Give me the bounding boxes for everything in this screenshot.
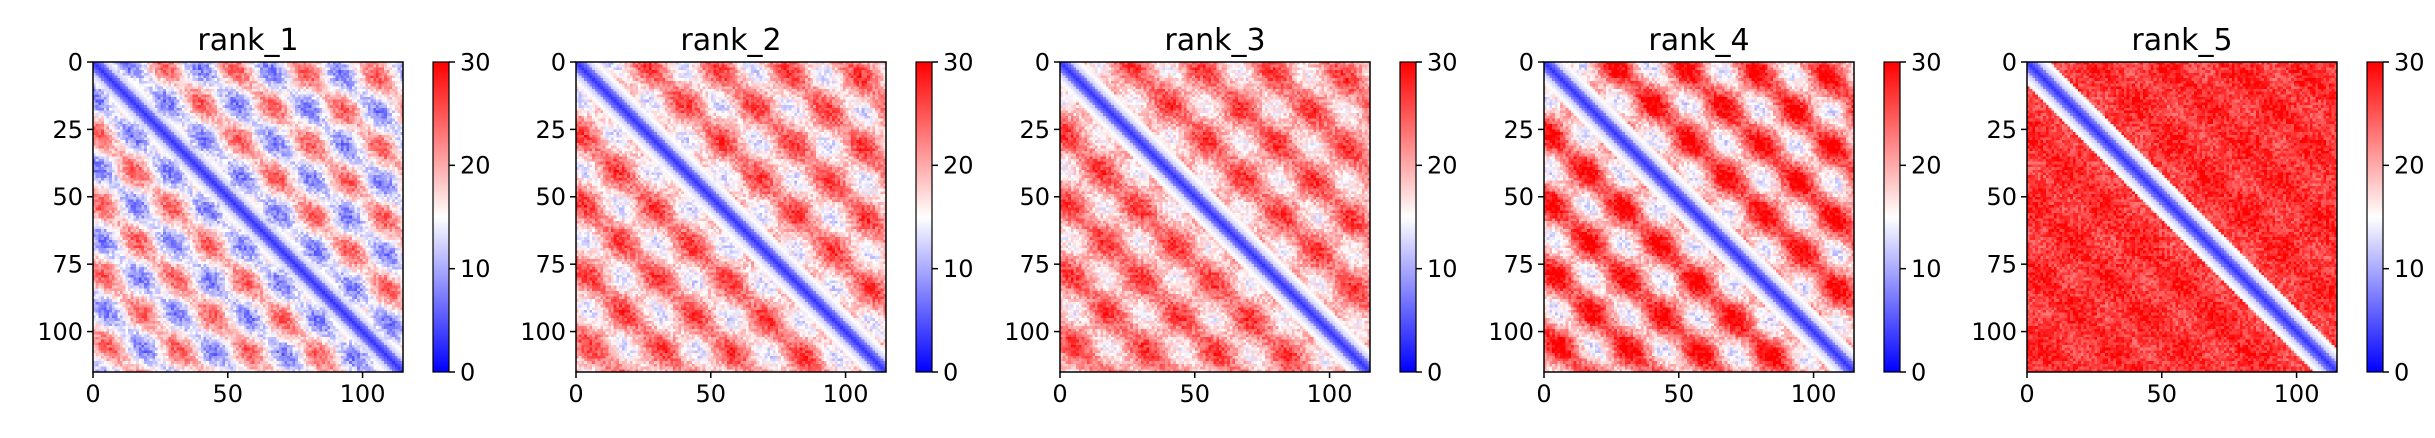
y-tick-label: 25	[1986, 116, 2017, 144]
y-tick-label: 100	[1004, 318, 1050, 346]
colorbar-tick-label: 30	[943, 48, 974, 76]
colorbar-tick-label: 0	[1911, 358, 1926, 386]
panel-3: rank_3 0 50 100 0 25 50 75 100 0 10 20 30	[1004, 23, 1457, 408]
x-tick-label: 0	[568, 380, 583, 408]
chart-title: rank_3	[1164, 23, 1265, 58]
y-tick-label: 75	[1986, 251, 2017, 279]
y-tick-label: 75	[535, 251, 566, 279]
colorbar-tick-label: 30	[1911, 48, 1942, 76]
y-tick-label: 50	[1503, 183, 1534, 211]
colorbar-tick-label: 30	[2394, 48, 2425, 76]
colorbar	[1883, 61, 1901, 373]
colorbar	[1399, 61, 1417, 373]
x-tick-label: 100	[1307, 380, 1353, 408]
x-tick-label: 50	[1664, 380, 1695, 408]
axes-frame	[575, 61, 887, 373]
y-tick-label: 50	[535, 183, 566, 211]
y-tick-label: 75	[52, 251, 83, 279]
y-tick-label: 0	[2002, 48, 2017, 76]
chart-title: rank_5	[2131, 23, 2232, 58]
x-tick-label: 50	[2147, 380, 2178, 408]
colorbar-tick-label: 30	[1427, 48, 1458, 76]
y-tick-label: 25	[1019, 116, 1050, 144]
colorbar-tick-label: 20	[943, 152, 974, 180]
y-tick-label: 100	[520, 318, 566, 346]
panel-5: rank_5 0 50 100 0 25 50 75 100 0 10 20 30	[1971, 23, 2424, 408]
x-tick-label: 50	[1180, 380, 1211, 408]
colorbar-tick-label: 10	[1911, 255, 1942, 283]
colorbar-tick-label: 20	[1427, 152, 1458, 180]
colorbar-tick-label: 20	[460, 152, 491, 180]
chart-title: rank_1	[197, 23, 298, 58]
y-tick-label: 0	[68, 48, 83, 76]
chart-title: rank_2	[680, 23, 781, 58]
colorbar	[915, 61, 933, 373]
axes-frame	[2026, 61, 2338, 373]
colorbar-tick-label: 30	[460, 48, 491, 76]
panel-2: rank_2 0 50 100 0 25 50 75 100 0 10 20 30	[520, 23, 973, 408]
y-tick-label: 25	[535, 116, 566, 144]
y-tick-label: 0	[1519, 48, 1534, 76]
colorbar-tick-label: 20	[2394, 152, 2425, 180]
colorbar-tick-label: 0	[460, 358, 475, 386]
axes-frame	[1059, 61, 1371, 373]
x-tick-label: 100	[340, 380, 386, 408]
x-tick-label: 0	[2019, 380, 2034, 408]
y-tick-label: 50	[52, 183, 83, 211]
heatmap-image	[93, 62, 403, 372]
x-tick-label: 100	[823, 380, 869, 408]
heatmap-image	[576, 62, 886, 372]
x-tick-label: 0	[85, 380, 100, 408]
colorbar-tick-label: 10	[2394, 255, 2425, 283]
y-tick-label: 100	[1971, 318, 2017, 346]
y-tick-label: 50	[1019, 183, 1050, 211]
y-tick-label: 25	[1503, 116, 1534, 144]
y-tick-label: 0	[551, 48, 566, 76]
colorbar	[432, 61, 450, 373]
colorbar-tick-label: 0	[1427, 358, 1442, 386]
y-tick-label: 100	[1488, 318, 1534, 346]
axes-frame	[1543, 61, 1855, 373]
y-tick-label: 50	[1986, 183, 2017, 211]
x-tick-label: 50	[213, 380, 244, 408]
x-tick-label: 0	[1052, 380, 1067, 408]
colorbar-tick-label: 20	[1911, 152, 1942, 180]
colorbar-tick-label: 0	[2394, 358, 2409, 386]
heatmap-image	[1544, 62, 1854, 372]
colorbar	[2366, 61, 2384, 373]
colorbar-tick-label: 10	[460, 255, 491, 283]
axes-frame	[92, 61, 404, 373]
chart-title: rank_4	[1648, 23, 1749, 58]
heatmap-image	[2027, 62, 2337, 372]
y-tick-label: 75	[1503, 251, 1534, 279]
panel-1: rank_1 0 50 100 0 25 50 75 100 0 10 20 30	[37, 23, 490, 408]
x-tick-label: 100	[2274, 380, 2320, 408]
x-tick-label: 0	[1536, 380, 1551, 408]
colorbar-tick-label: 10	[1427, 255, 1458, 283]
panel-4: rank_4 0 50 100 0 25 50 75 100 0 10 20 30	[1488, 23, 1941, 408]
x-tick-label: 50	[696, 380, 727, 408]
y-tick-label: 0	[1035, 48, 1050, 76]
colorbar-tick-label: 10	[943, 255, 974, 283]
heatmap-image	[1060, 62, 1370, 372]
y-tick-label: 25	[52, 116, 83, 144]
colorbar-tick-label: 0	[943, 358, 958, 386]
y-tick-label: 100	[37, 318, 83, 346]
x-tick-label: 100	[1791, 380, 1837, 408]
y-tick-label: 75	[1019, 251, 1050, 279]
